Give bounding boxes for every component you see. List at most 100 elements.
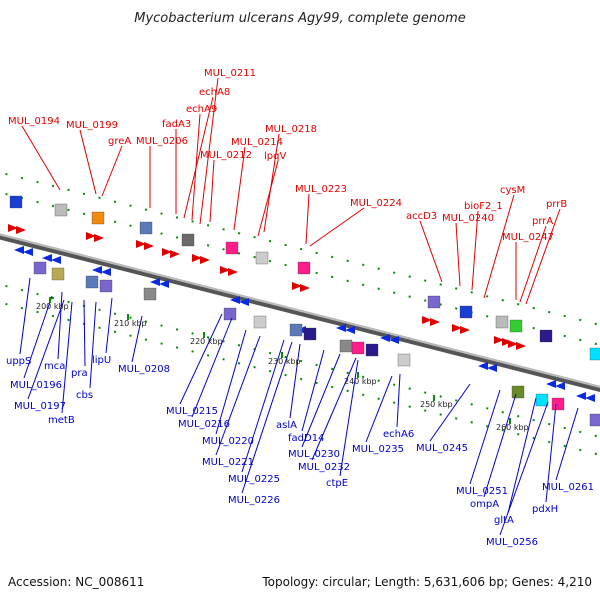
reverse-leader-line xyxy=(61,301,73,414)
forward-gene-arrow xyxy=(220,266,230,274)
genome-backbone xyxy=(0,233,600,393)
forward-leader-line xyxy=(257,160,279,237)
forward-gene-arrow xyxy=(192,254,202,262)
forward-gene-arrow xyxy=(494,336,504,344)
track-guide-line xyxy=(0,171,600,326)
forward-gene-box xyxy=(427,295,441,309)
reverse-leader-line xyxy=(499,401,549,536)
reverse-gene-box xyxy=(511,385,525,399)
forward-leader-line xyxy=(525,208,561,305)
forward-gene-arrow xyxy=(136,240,146,248)
reverse-gene-arrow xyxy=(585,394,595,402)
forward-gene-label: MUL_0247 xyxy=(502,232,554,243)
reverse-gene-box xyxy=(253,315,267,329)
forward-gene-label: cysM xyxy=(500,185,525,196)
label-leaders xyxy=(19,77,579,536)
forward-leader-line xyxy=(419,220,443,283)
gene-features xyxy=(8,195,600,427)
reverse-leader-line xyxy=(311,357,357,461)
forward-gene-box xyxy=(589,347,600,361)
reverse-gene-label: MUL_0221 xyxy=(202,457,254,468)
reverse-leader-line xyxy=(507,397,537,514)
forward-gene-label: echA8 xyxy=(199,87,230,98)
reverse-gene-arrow xyxy=(42,254,52,262)
forward-gene-box xyxy=(91,211,105,225)
forward-gene-label: MUL_0224 xyxy=(350,198,402,209)
reverse-gene-label: MUL_0261 xyxy=(542,482,594,493)
reverse-gene-label: mca xyxy=(44,361,65,372)
track-guide-line xyxy=(0,283,600,438)
reverse-gene-arrow xyxy=(14,246,24,254)
reverse-gene-label: MUL_0215 xyxy=(166,406,218,417)
forward-leader-line xyxy=(309,207,365,247)
reverse-gene-arrow xyxy=(101,268,111,276)
forward-gene-label: MUL_0223 xyxy=(295,184,347,195)
reverse-leader-line xyxy=(301,349,325,432)
genome-summary: Topology: circular; Length: 5,631,606 bp… xyxy=(261,575,592,589)
scale-tick-label: 260 kbp xyxy=(496,423,529,432)
reverse-gene-box xyxy=(289,323,303,337)
forward-leader-line xyxy=(79,129,97,195)
forward-gene-box xyxy=(297,261,311,275)
reverse-gene-label: metB xyxy=(48,415,75,426)
reverse-gene-box xyxy=(551,397,565,411)
reverse-gene-arrow xyxy=(336,324,346,332)
forward-leader-line xyxy=(183,96,214,219)
scale-ticks: 200 kbp 210 kbp 220 kbp 230 kbp 240 kbp 250 k… xyxy=(36,297,529,432)
reverse-gene-arrow xyxy=(150,278,160,286)
forward-gene-label: MUL_0211 xyxy=(204,68,256,79)
gene-labels: MUL_0194 MUL_0199 greA MUL_0206 fadA3 echA8 ec… xyxy=(6,68,594,548)
reverse-gene-label: pdxH xyxy=(532,504,558,515)
reverse-gene-label: cbs xyxy=(76,390,93,401)
reverse-leader-line xyxy=(19,277,31,355)
reverse-leader-line xyxy=(23,295,53,379)
forward-gene-label: MUL_0214 xyxy=(231,137,283,148)
reverse-gene-label: MUL_0197 xyxy=(14,401,66,412)
forward-gene-label: accD3 xyxy=(406,211,437,222)
reverse-gene-label: MUL_0245 xyxy=(416,443,468,454)
reverse-gene-label: MUL_0226 xyxy=(228,495,280,506)
reverse-leader-line xyxy=(241,341,293,494)
forward-gene-arrow xyxy=(16,226,26,234)
forward-leader-line xyxy=(263,133,280,233)
forward-gene-box xyxy=(495,315,509,329)
forward-leader-line xyxy=(233,146,246,231)
reverse-gene-box xyxy=(365,343,379,357)
genome-backbone-highlight xyxy=(0,233,600,388)
forward-gene-label: fadA3 xyxy=(162,119,191,130)
reverse-gene-label: MUL_0251 xyxy=(456,486,508,497)
forward-gene-arrow xyxy=(300,284,310,292)
forward-gene-arrow xyxy=(452,324,462,332)
reverse-gene-box xyxy=(99,279,113,293)
reverse-gene-box xyxy=(397,353,411,367)
reverse-gene-label: MUL_0232 xyxy=(298,462,350,473)
reverse-gene-label: ompA xyxy=(470,499,499,510)
reverse-gene-arrow xyxy=(478,362,488,370)
forward-leader-line xyxy=(471,210,479,291)
reverse-gene-label: fadD14 xyxy=(288,433,324,444)
forward-gene-arrow xyxy=(292,282,302,290)
reverse-gene-box xyxy=(33,261,47,275)
reverse-gene-label: gltA xyxy=(494,515,514,526)
forward-gene-box xyxy=(459,305,473,319)
forward-gene-arrow xyxy=(516,342,526,350)
forward-gene-box xyxy=(9,195,23,209)
track-guide-line xyxy=(0,301,600,456)
reverse-gene-arrow xyxy=(389,336,399,344)
forward-leader-line xyxy=(305,193,310,245)
forward-gene-label: prrB xyxy=(546,199,567,210)
forward-gene-label: MUL_0240 xyxy=(442,213,494,224)
reverse-gene-label: MUL_0216 xyxy=(178,419,230,430)
reverse-gene-arrow xyxy=(546,380,556,388)
forward-gene-label: greA xyxy=(108,136,131,147)
scale-tick-label: 210 kbp xyxy=(114,319,147,328)
reverse-gene-box xyxy=(589,413,600,427)
reverse-gene-box xyxy=(339,339,353,353)
reverse-leader-line xyxy=(191,317,233,418)
reverse-leader-line xyxy=(365,375,393,443)
reverse-gene-arrow xyxy=(230,296,240,304)
reverse-leader-line xyxy=(241,339,285,473)
reverse-gene-box xyxy=(143,287,157,301)
